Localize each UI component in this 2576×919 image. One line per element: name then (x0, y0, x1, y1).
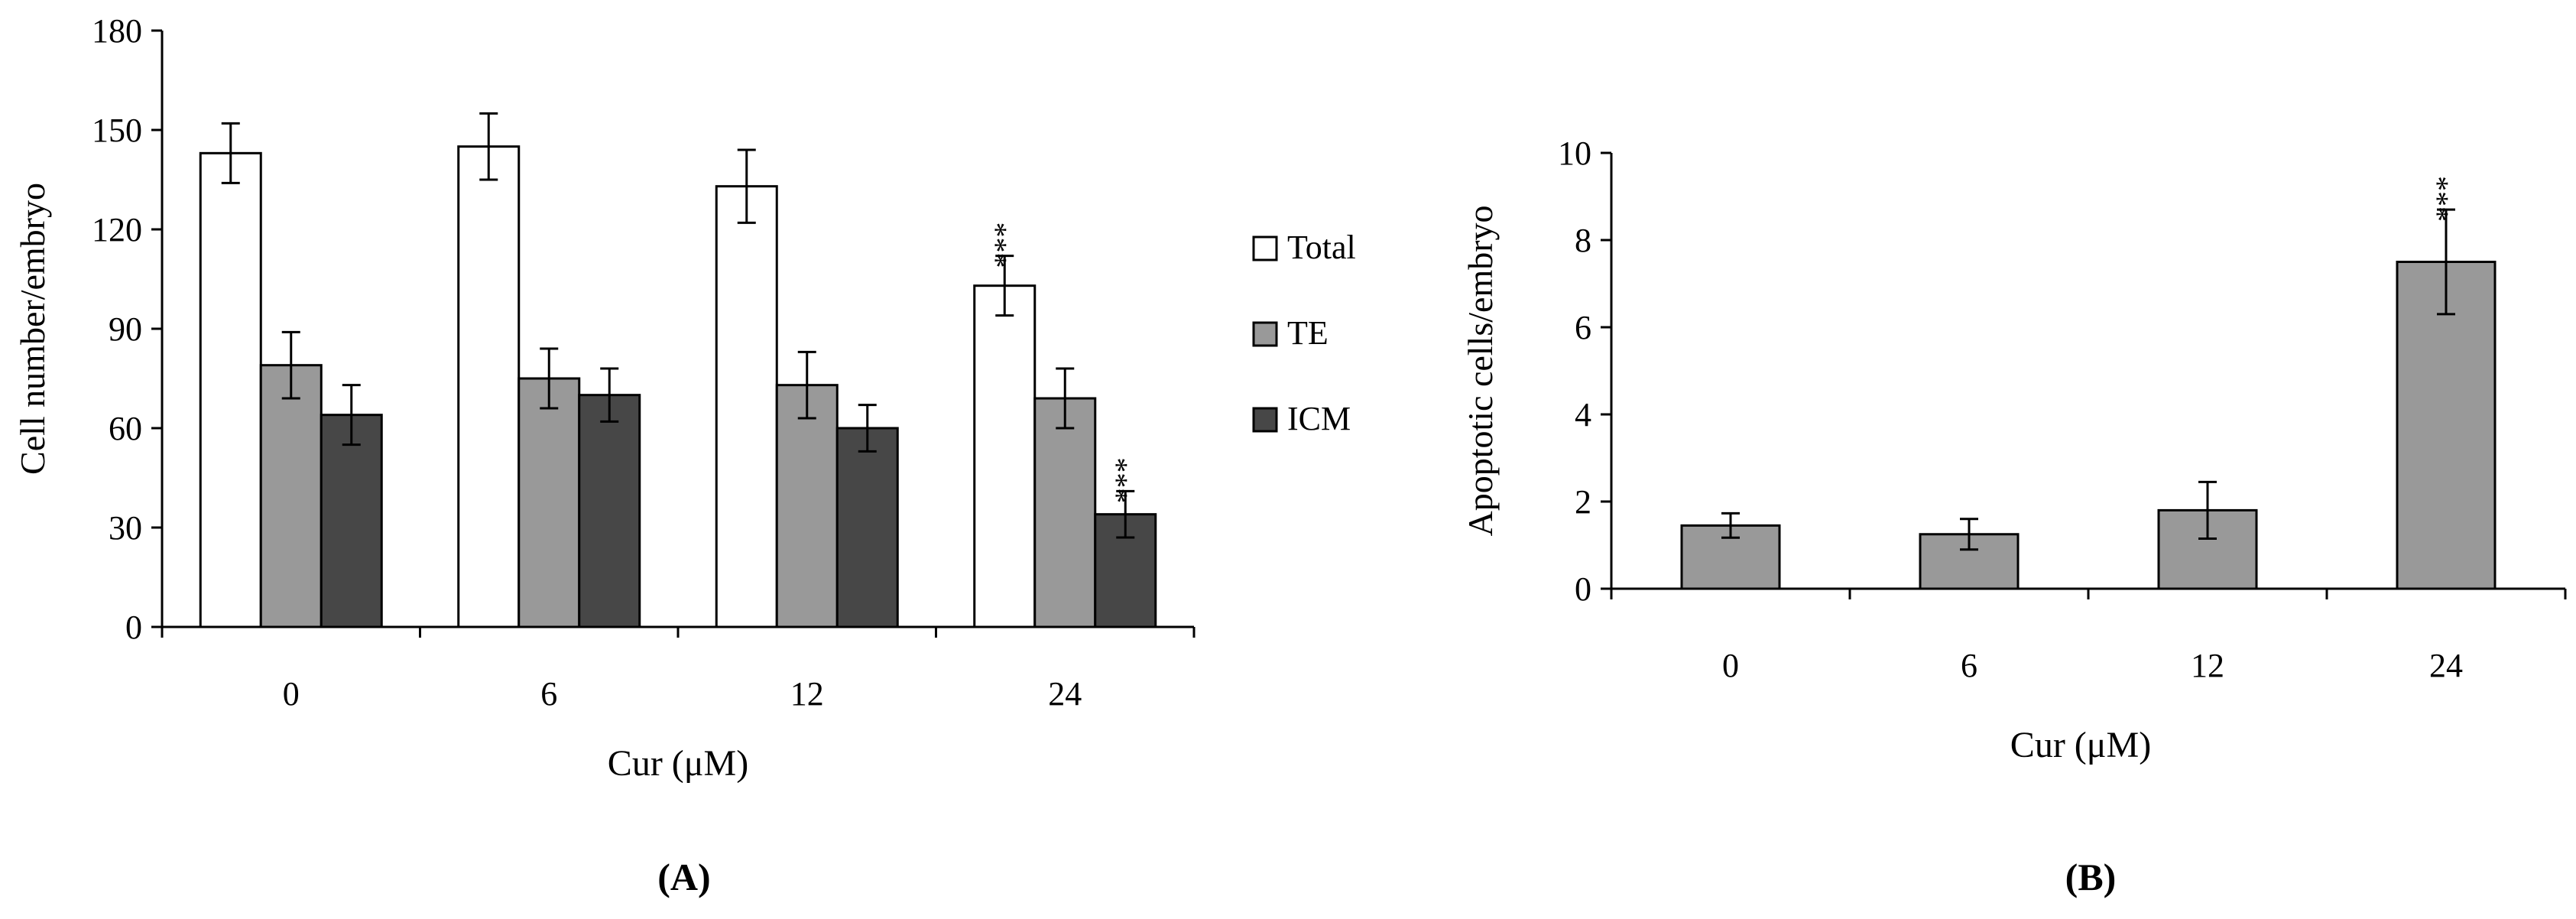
a-bar (973, 284, 1037, 628)
a-bar (775, 384, 839, 628)
a-bar (320, 414, 383, 628)
a-y-tick-label: 60 (109, 410, 142, 447)
a-x-tick-label: 12 (790, 675, 824, 713)
a-bar (457, 145, 521, 628)
legend-swatch (1252, 235, 1278, 261)
b-x-tick-label: 24 (2429, 647, 2463, 684)
panel-b-y-axis-label: Apoptotic cells/embryo (1461, 205, 1500, 536)
b-y-tick-label: 2 (1575, 483, 1591, 521)
legend-label: Total (1287, 229, 1356, 266)
a-y-tick-label: 120 (92, 211, 142, 248)
a-y-tick-label: 150 (92, 112, 142, 149)
a-bar (259, 364, 323, 628)
a-x-tick-label: 6 (540, 675, 557, 713)
panel-b-x-axis-label: Cur (μM) (2010, 725, 2151, 765)
legend-swatch (1252, 321, 1278, 347)
b-y-tick-label: 0 (1575, 570, 1591, 608)
a-bar (835, 427, 899, 628)
a-x-tick-label: 0 (283, 675, 300, 713)
a-significance-marker: *** (1108, 457, 1143, 503)
a-bar (1033, 397, 1097, 628)
panel-a-y-axis-label: Cell number/embryo (13, 183, 52, 475)
b-x-tick-label: 6 (1961, 647, 1977, 684)
a-bar (199, 151, 262, 628)
a-y-tick-label: 180 (92, 12, 142, 50)
b-y-tick-label: 4 (1575, 396, 1591, 434)
a-y-tick-label: 0 (125, 609, 142, 646)
a-x-tick-label: 24 (1048, 675, 1082, 713)
legend-label: TE (1287, 314, 1329, 352)
legend-label: ICM (1287, 400, 1351, 437)
b-bar (1919, 533, 2020, 590)
panel-b-label: (B) (2065, 856, 2117, 898)
b-x-tick-label: 0 (1722, 647, 1739, 684)
b-y-tick-label: 8 (1575, 222, 1591, 259)
b-significance-marker: *** (2429, 176, 2464, 222)
legend-swatch (1252, 407, 1278, 433)
b-y-tick-label: 10 (1558, 135, 1591, 172)
a-bar (578, 394, 641, 628)
a-y-tick-label: 30 (109, 509, 142, 547)
a-significance-marker: *** (988, 222, 1022, 268)
panel-a-legend: Total TE ICM (1252, 229, 1356, 437)
a-y-tick-label: 90 (109, 310, 142, 348)
b-y-tick-label: 6 (1575, 309, 1591, 346)
a-bar (517, 377, 581, 628)
panel-a-chart: 0 30 60 90 120 150 180 0 6 12 24 *** *** Cell numb… (13, 12, 1356, 898)
panel-a-label: (A) (657, 856, 710, 898)
panel-a-x-axis-label: Cur (μM) (608, 743, 748, 784)
b-x-tick-label: 12 (2191, 647, 2224, 684)
a-bar (715, 185, 778, 628)
b-bar (2396, 261, 2497, 590)
